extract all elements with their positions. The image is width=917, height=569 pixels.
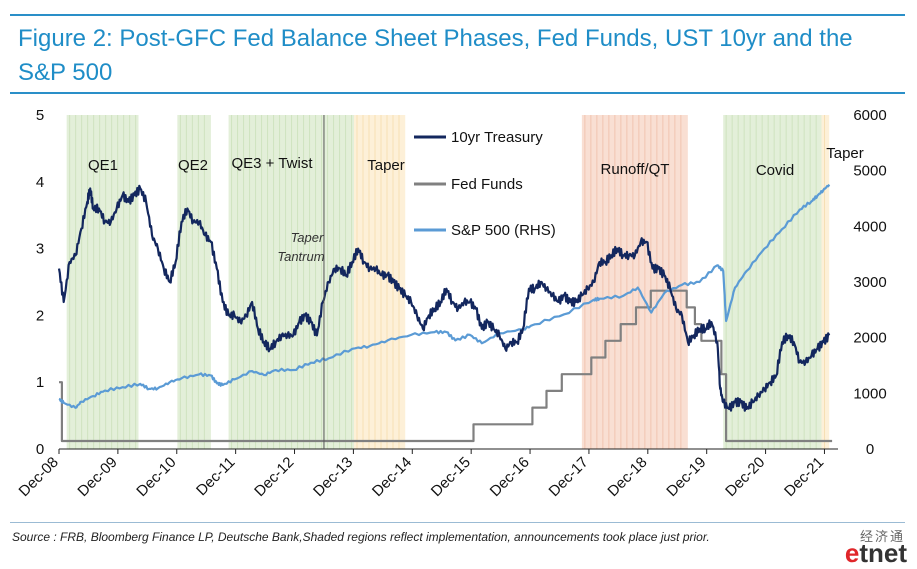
annotation-line1: Taper bbox=[291, 230, 324, 245]
series-layer bbox=[57, 184, 833, 443]
x-tick-label: Dec-17 bbox=[546, 454, 592, 500]
phase-shading-layer bbox=[66, 115, 830, 449]
y-left-tick-label: 1 bbox=[36, 374, 44, 391]
watermark-logo-e: e bbox=[844, 538, 860, 568]
phase-label-0: QE1 bbox=[88, 157, 118, 174]
series-line-10yr-treasury bbox=[57, 184, 831, 412]
series-line-s-p-500-rhs- bbox=[58, 184, 831, 409]
y-left-tick-label: 2 bbox=[36, 307, 44, 324]
y-right-tick-label: 4000 bbox=[853, 218, 886, 235]
phase-band-0 bbox=[66, 115, 139, 449]
phase-label-6: Taper bbox=[826, 145, 864, 162]
phase-band-6 bbox=[821, 115, 830, 449]
x-tick-label: Dec-12 bbox=[251, 454, 297, 500]
x-tick-label: Dec-13 bbox=[310, 454, 356, 500]
phase-band-1 bbox=[177, 115, 211, 449]
x-tick-label: Dec-18 bbox=[604, 454, 650, 500]
y-left-tick-label: 4 bbox=[36, 174, 44, 191]
y-left-tick-label: 5 bbox=[36, 107, 44, 124]
series-line-fed-funds bbox=[59, 289, 833, 443]
title-bottom-rule bbox=[10, 92, 905, 94]
y-right-tick-label: 0 bbox=[866, 441, 874, 458]
x-tick-label: Dec-11 bbox=[193, 454, 238, 499]
x-tick-label: Dec-09 bbox=[74, 454, 120, 500]
x-tick-label: Dec-10 bbox=[133, 454, 179, 500]
legend: 10yr Treasury Fed Funds S&P 500 (RHS) bbox=[414, 129, 556, 239]
x-tick-label: Dec-08 bbox=[16, 454, 62, 500]
x-tick-label: Dec-19 bbox=[663, 454, 709, 500]
legend-label-0: 10yr Treasury bbox=[451, 129, 543, 146]
footer-rule bbox=[10, 522, 905, 523]
y-right-tick-label: 5000 bbox=[853, 163, 886, 180]
x-tick-label: Dec-20 bbox=[722, 454, 768, 500]
watermark-logo: etnet bbox=[845, 538, 907, 569]
x-tick-label: Dec-16 bbox=[487, 454, 533, 500]
y-right-tick-label: 2000 bbox=[853, 330, 886, 347]
phase-band-4 bbox=[581, 115, 688, 449]
x-tick-label: Dec-15 bbox=[428, 454, 474, 500]
legend-label-2: S&P 500 (RHS) bbox=[451, 222, 556, 239]
watermark-logo-rest: tnet bbox=[859, 538, 907, 568]
etnet-watermark: 经济通 etnet bbox=[827, 526, 909, 569]
y-left-tick-label: 3 bbox=[36, 241, 44, 258]
y-right-tick-label: 3000 bbox=[853, 274, 886, 291]
phase-label-2: QE3 + Twist bbox=[231, 155, 313, 172]
phase-label-3: Taper bbox=[367, 157, 405, 174]
x-tick-label: Dec-14 bbox=[369, 454, 415, 500]
chart-title: Figure 2: Post-GFC Fed Balance Sheet Pha… bbox=[18, 25, 853, 86]
y-right-tick-label: 1000 bbox=[853, 385, 886, 402]
watermark-chinese: 经济通 bbox=[859, 530, 905, 545]
label-layer: QE1 QE2 QE3 + Twist Taper Runoff/QT Covid Tape… bbox=[88, 115, 864, 449]
y-right-tick-label: 6000 bbox=[853, 107, 886, 124]
source-note: Source : FRB, Bloomberg Finance LP, Deut… bbox=[12, 530, 710, 544]
phase-label-1: QE2 bbox=[178, 157, 208, 174]
x-tick-label: Dec-21 bbox=[781, 454, 827, 500]
phase-label-4: Runoff/QT bbox=[601, 161, 670, 178]
title-top-rule bbox=[10, 14, 905, 16]
y-left-tick-label: 0 bbox=[36, 441, 44, 458]
phase-label-5: Covid bbox=[756, 162, 794, 179]
annotation-line2: Tantrum bbox=[277, 249, 324, 264]
legend-label-1: Fed Funds bbox=[451, 176, 523, 193]
